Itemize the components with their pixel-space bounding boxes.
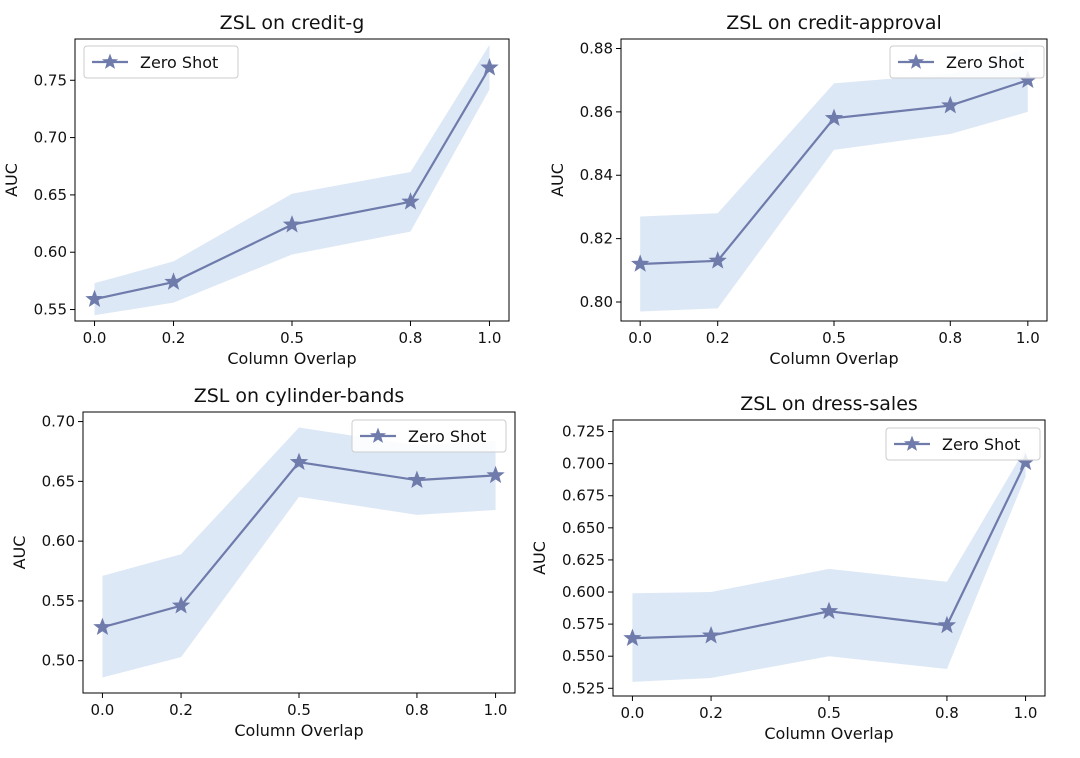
confidence-band: [102, 427, 496, 678]
y-tick-label: 0.725: [562, 423, 605, 441]
legend: Zero Shot: [351, 419, 507, 453]
x-tick-label: 0.0: [83, 329, 107, 347]
data-point-star: [164, 272, 183, 290]
data-point-star: [282, 215, 302, 233]
y-tick-label: 0.75: [34, 71, 67, 89]
legend-label: Zero Shot: [942, 435, 1020, 454]
confidence-band: [640, 48, 1028, 312]
legend-star-icon: [101, 53, 119, 69]
legend-star-icon: [903, 435, 921, 451]
x-tick-label: 0.5: [822, 329, 846, 347]
legend-box: [351, 419, 507, 453]
legend-box: [885, 427, 1041, 461]
y-tick-label: 0.65: [42, 472, 75, 490]
y-tick-label: 0.600: [562, 583, 605, 601]
chart-title: ZSL on credit-approval: [726, 12, 942, 34]
chart-panel-3: ZSL on cylinder-bands 0.0 0.2 0.5 0.8 1.0 0.50…: [10, 385, 516, 740]
y-tick-label: 0.60: [34, 243, 67, 261]
data-point-star: [289, 452, 309, 471]
confidence-band: [94, 44, 490, 316]
data-point-star: [708, 251, 727, 269]
x-tick-label: 0.8: [399, 329, 423, 347]
data-point-star: [407, 470, 427, 488]
y-axis-label: AUC: [10, 536, 29, 570]
legend: Zero Shot: [889, 45, 1045, 79]
x-axis-label: Column Overlap: [234, 721, 363, 740]
x-tick-label: 1.0: [1014, 704, 1038, 722]
data-point-star: [701, 626, 721, 644]
data-point-star: [937, 615, 957, 634]
chart-title: ZSL on credit-g: [220, 12, 365, 34]
chart-panel-4: ZSL on dress-sales 0.0 0.2 0.5 0.8 1.0 0.525 0.…: [530, 393, 1046, 743]
y-axis-label: AUC: [548, 163, 567, 197]
legend-star-icon: [369, 427, 387, 443]
y-tick-label: 0.575: [562, 615, 605, 633]
x-tick-label: 0.8: [405, 701, 429, 719]
x-tick-label: 0.8: [938, 329, 962, 347]
x-tick-label: 0.2: [162, 329, 186, 347]
y-tick-label: 0.65: [34, 186, 67, 204]
y-tick-label: 0.70: [34, 129, 67, 147]
x-tick-label: 1.0: [1016, 329, 1040, 347]
y-tick-label: 0.675: [562, 487, 605, 505]
legend: Zero Shot: [885, 427, 1041, 461]
data-point-star: [486, 465, 505, 484]
y-tick-label: 0.60: [42, 532, 75, 550]
y-tick-label: 0.82: [580, 230, 613, 248]
y-tick-label: 0.55: [42, 592, 75, 610]
x-tick-label: 0.2: [699, 704, 723, 722]
legend-label: Zero Shot: [946, 53, 1024, 72]
y-tick-label: 0.550: [562, 647, 605, 665]
x-tick-label: 0.0: [621, 704, 645, 722]
x-tick-label: 0.5: [287, 701, 311, 719]
data-point-star: [401, 192, 420, 210]
y-tick-label: 0.625: [562, 551, 605, 569]
x-axis-label: Column Overlap: [227, 349, 356, 368]
data-point-star: [85, 289, 104, 308]
legend-label: Zero Shot: [408, 427, 486, 446]
chart-title: ZSL on cylinder-bands: [194, 385, 405, 407]
x-tick-label: 0.2: [706, 329, 730, 347]
legend: Zero Shot: [83, 45, 239, 79]
data-point-star: [93, 617, 112, 636]
data-point-star: [623, 628, 642, 647]
x-tick-label: 0.0: [628, 329, 652, 347]
data-point-star: [631, 254, 650, 272]
legend-label: Zero Shot: [140, 53, 218, 72]
data-point-star: [941, 95, 960, 114]
y-tick-label: 0.525: [562, 679, 605, 697]
y-tick-label: 0.650: [562, 519, 605, 537]
y-tick-label: 0.86: [580, 103, 613, 121]
data-point-star: [819, 601, 839, 620]
confidence-band: [632, 448, 1026, 682]
y-tick-label: 0.80: [580, 293, 613, 311]
chart-panel-2: ZSL on credit-approval 0.0 0.2 0.5 0.8 1.0 0.8…: [548, 12, 1048, 368]
legend-box: [83, 45, 239, 79]
y-tick-label: 0.84: [580, 166, 613, 184]
x-axis-label: Column Overlap: [764, 724, 893, 743]
y-tick-label: 0.70: [42, 413, 75, 431]
x-tick-label: 1.0: [478, 329, 502, 347]
chart-panel-1: ZSL on credit-g 0.0 0.2 0.5 0.8 1.0 0.55 0.60 0.…: [2, 12, 510, 368]
y-axis-label: AUC: [530, 541, 549, 575]
x-tick-label: 0.0: [91, 701, 115, 719]
data-point-star: [480, 58, 499, 76]
x-tick-label: 0.2: [169, 701, 193, 719]
x-axis-label: Column Overlap: [769, 349, 898, 368]
x-tick-label: 0.5: [280, 329, 304, 347]
y-tick-label: 0.88: [580, 40, 613, 58]
legend-box: [889, 45, 1045, 79]
chart-title: ZSL on dress-sales: [740, 393, 918, 415]
y-axis-label: AUC: [2, 163, 21, 197]
data-point-star: [171, 596, 191, 614]
y-tick-label: 0.55: [34, 301, 67, 319]
data-point-star: [824, 108, 844, 127]
x-tick-label: 1.0: [484, 701, 508, 719]
y-tick-label: 0.50: [42, 652, 75, 670]
x-tick-label: 0.5: [817, 704, 841, 722]
x-tick-label: 0.8: [935, 704, 959, 722]
legend-star-icon: [907, 53, 925, 69]
y-tick-label: 0.700: [562, 455, 605, 473]
